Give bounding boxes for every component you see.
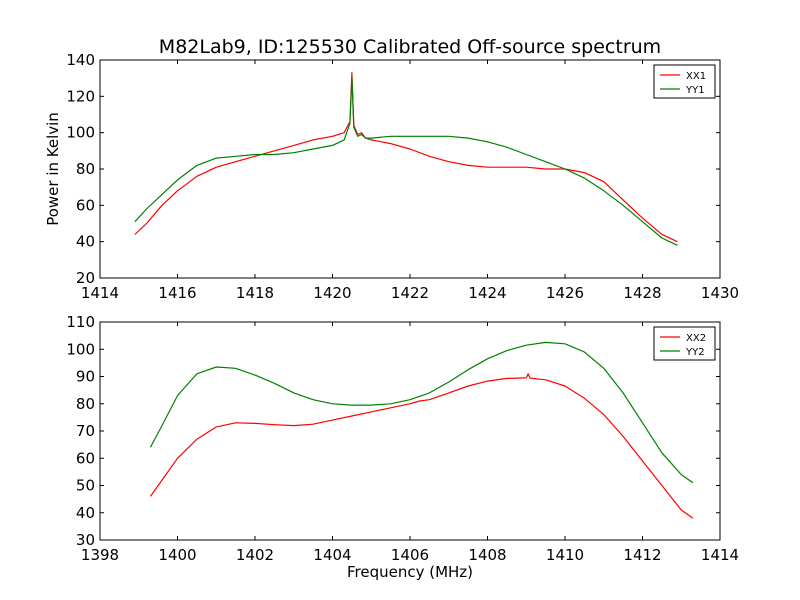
x-tick-label: 1422: [391, 284, 429, 302]
x-tick-label: 1414: [701, 546, 739, 564]
x-tick-label: 1412: [623, 546, 661, 564]
y-axis-label: Power in Kelvin: [44, 112, 62, 226]
series-line-yy2: [149, 341, 694, 484]
x-tick-label: 1424: [468, 284, 506, 302]
x-tick-label: 1406: [391, 546, 429, 564]
y-tick-label: 110: [66, 313, 95, 331]
x-tick-label: 1410: [546, 546, 584, 564]
y-tick-label: 80: [76, 395, 95, 413]
x-tick-label: 1400: [158, 546, 196, 564]
y-tick-label: 90: [76, 368, 95, 386]
legend-label-xx2: XX2: [686, 333, 706, 344]
chart-panel-1: 1414 1416 1418 1420 1422 1424 1426 1428 1430 20 40…: [44, 51, 739, 302]
series-line-yy1: [134, 77, 678, 246]
x-tick-label: 1426: [546, 284, 584, 302]
y-tick-label: 40: [76, 233, 95, 251]
x-tick-label: 1430: [701, 284, 739, 302]
legend-box: [653, 64, 716, 99]
legend-label-yy1: YY1: [685, 85, 705, 96]
y-tick-label: 30: [76, 531, 95, 549]
x-tick-label: 1404: [313, 546, 351, 564]
y-tick-label: 100: [66, 124, 95, 142]
x-tick-label: 1398: [81, 546, 119, 564]
x-tick-label: 1420: [313, 284, 351, 302]
y-tick-label: 100: [66, 340, 95, 358]
chart-title: M82Lab9, ID:125530 Calibrated Off-source…: [159, 36, 661, 58]
y-tick-label: 50: [76, 477, 95, 495]
x-tick-label: 1408: [468, 546, 506, 564]
y-tick-label: 20: [76, 269, 95, 287]
chart-panel-2: 1398 1400 1402 1404 1406 1408 1410 1412 1414 30 40…: [66, 313, 739, 581]
x-tick-label: 1416: [158, 284, 196, 302]
x-tick-label: 1428: [623, 284, 661, 302]
y-tick-label: 60: [76, 449, 95, 467]
legend-label-yy2: YY2: [685, 347, 705, 358]
y-tick-label: 80: [76, 160, 95, 178]
y-tick-label: 120: [66, 87, 95, 105]
series-line-xx1: [134, 72, 678, 243]
legend-label-xx1: XX1: [686, 71, 706, 82]
series-line-xx2: [149, 373, 694, 519]
x-axis-label: Frequency (MHz): [347, 563, 473, 581]
x-tick-label: 1402: [236, 546, 274, 564]
x-tick-label: 1414: [81, 284, 119, 302]
y-tick-label: 40: [76, 504, 95, 522]
y-tick-label: 140: [66, 51, 95, 69]
y-tick-label: 60: [76, 196, 95, 214]
legend-box: [653, 326, 716, 361]
charts: 1414 1416 1418 1420 1422 1424 1426 1428 1430 20 40…: [44, 51, 739, 581]
y-tick-label: 70: [76, 422, 95, 440]
x-tick-label: 1418: [236, 284, 274, 302]
